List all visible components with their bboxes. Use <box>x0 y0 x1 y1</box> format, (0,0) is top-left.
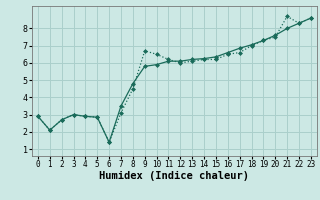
X-axis label: Humidex (Indice chaleur): Humidex (Indice chaleur) <box>100 171 249 181</box>
